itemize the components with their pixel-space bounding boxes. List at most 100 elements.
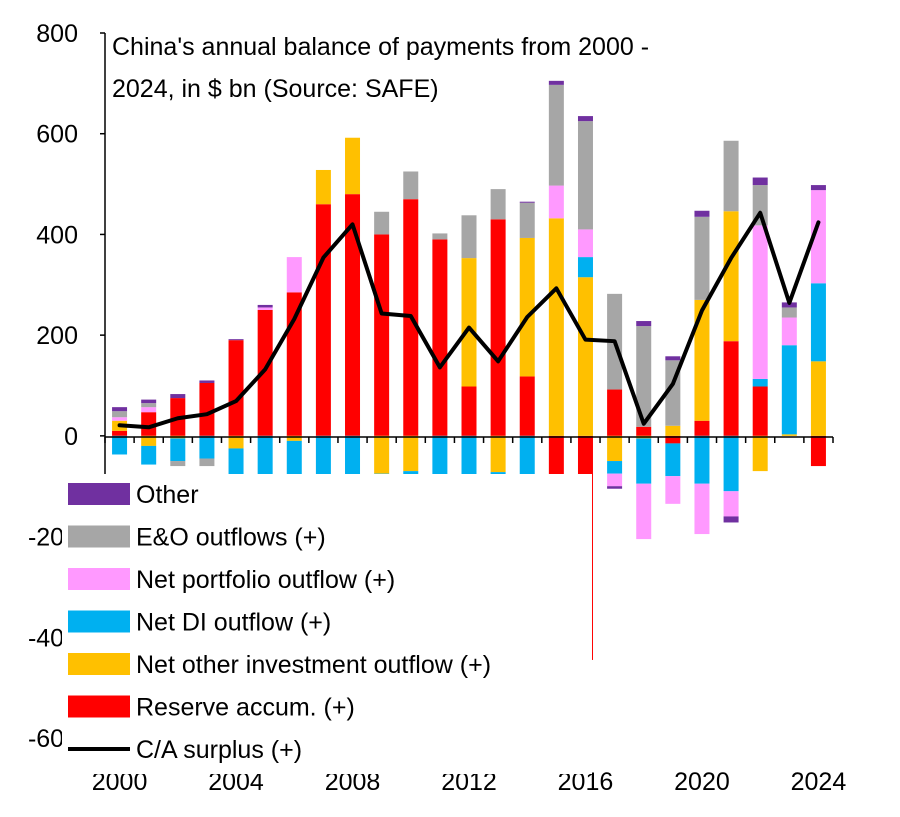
bar-net-other-investment-outflow-2014 bbox=[519, 237, 535, 377]
bar-other-2004 bbox=[228, 339, 244, 341]
bar-net-portfolio-outflow-2006 bbox=[286, 257, 302, 293]
bar-net-other-investment-outflow-2013 bbox=[490, 435, 506, 473]
bar-net-portfolio-outflow-2000 bbox=[112, 417, 128, 421]
bar-e-o-outflows-2018 bbox=[636, 326, 652, 427]
ca-surplus-line-layer bbox=[117, 210, 821, 430]
legend-label-e-o-outflows: E&O outflows (+) bbox=[136, 524, 326, 552]
bar-reserve-accum-2005 bbox=[257, 309, 273, 436]
bar-net-other-investment-outflow-2017 bbox=[607, 435, 623, 462]
bar-reserve-accum-2013 bbox=[490, 219, 506, 436]
chart-title-line-2: 2024, in $ bn (Source: SAFE) bbox=[112, 75, 439, 103]
chart-title-line-1: China's annual balance of payments from … bbox=[112, 33, 649, 61]
bar-net-portfolio-outflow-2022 bbox=[752, 225, 768, 379]
bar-other-2022 bbox=[752, 177, 768, 186]
x-tick-label: 2024 bbox=[791, 768, 847, 796]
bar-net-portfolio-outflow-2023 bbox=[781, 317, 797, 346]
bar-reserve-accum-2019 bbox=[665, 435, 681, 444]
legend-swatch-reserve-accum bbox=[68, 695, 130, 718]
bar-net-portfolio-outflow-2024 bbox=[810, 190, 826, 284]
bar-reserve-accum-2003 bbox=[199, 382, 215, 436]
bar-e-o-outflows-2013 bbox=[490, 189, 506, 220]
bar-net-di-outflow-2022 bbox=[752, 378, 768, 387]
bar-e-o-outflows-2001 bbox=[141, 403, 157, 408]
bar-other-2020 bbox=[694, 210, 710, 217]
bar-net-other-investment-outflow-2006 bbox=[286, 435, 302, 441]
bar-net-di-outflow-2001 bbox=[141, 445, 157, 465]
bar-reserve-accum-2012 bbox=[461, 386, 477, 436]
bar-reserve-accum-2024 bbox=[810, 435, 826, 467]
bar-other-2014 bbox=[519, 201, 535, 203]
bar-net-di-outflow-2003 bbox=[199, 435, 215, 459]
bar-net-portfolio-outflow-2016 bbox=[577, 229, 593, 258]
bar-reserve-accum-2007 bbox=[315, 204, 331, 436]
bar-reserve-accum-2020 bbox=[694, 420, 710, 436]
bar-net-other-investment-outflow-2001 bbox=[141, 435, 157, 446]
bar-net-portfolio-outflow-2001 bbox=[141, 407, 157, 413]
bar-net-other-investment-outflow-2016 bbox=[577, 277, 593, 436]
legend-label-other: Other bbox=[136, 481, 199, 509]
bar-other-2015 bbox=[548, 80, 564, 85]
legend-label-reserve-accum: Reserve accum. (+) bbox=[136, 694, 355, 722]
bar-other-2021 bbox=[723, 516, 739, 523]
bar-e-o-outflows-2015 bbox=[548, 84, 564, 186]
bar-other-2003 bbox=[199, 380, 215, 383]
bar-net-other-investment-outflow-2020 bbox=[694, 299, 710, 421]
bar-net-di-outflow-2024 bbox=[810, 283, 826, 362]
bar-net-other-investment-outflow-2021 bbox=[723, 211, 739, 342]
y-tick-label: 600 bbox=[36, 121, 78, 149]
bar-net-di-outflow-2019 bbox=[665, 443, 681, 477]
bar-e-o-outflows-2011 bbox=[432, 233, 448, 240]
bar-other-2024 bbox=[810, 185, 826, 191]
bar-reserve-accum-2008 bbox=[345, 194, 361, 436]
bar-e-o-outflows-2000 bbox=[112, 411, 128, 418]
x-tick-label: 2020 bbox=[674, 768, 730, 796]
legend-swatch-net-di-outflow bbox=[68, 610, 130, 633]
bar-net-other-investment-outflow-2010 bbox=[403, 435, 419, 472]
bar-net-other-investment-outflow-2023 bbox=[781, 434, 797, 436]
bar-net-other-investment-outflow-2024 bbox=[810, 361, 826, 436]
bar-e-o-outflows-2020 bbox=[694, 216, 710, 300]
bar-net-di-outflow-2002 bbox=[170, 438, 186, 462]
y-tick-label: 800 bbox=[36, 20, 78, 48]
bar-net-portfolio-outflow-2005 bbox=[257, 307, 273, 310]
legend-swatch-other bbox=[68, 483, 130, 505]
bar-reserve-accum-2011 bbox=[432, 239, 448, 436]
bar-net-di-outflow-2023 bbox=[781, 345, 797, 435]
bar-reserve-accum-2004 bbox=[228, 340, 244, 436]
bar-other-2017 bbox=[607, 486, 623, 489]
bar-e-o-outflows-2003 bbox=[199, 458, 215, 467]
legend-background bbox=[62, 474, 592, 774]
legend: Other E&O outflows (+) Net portfolio outfl… bbox=[62, 474, 592, 774]
bar-other-2023 bbox=[781, 302, 797, 308]
bar-other-2005 bbox=[257, 304, 273, 308]
bar-reserve-accum-2000 bbox=[112, 430, 128, 436]
bar-reserve-accum-2006 bbox=[286, 292, 302, 436]
bar-net-di-outflow-2004 bbox=[228, 448, 244, 479]
bar-reserve-accum-2014 bbox=[519, 376, 535, 436]
bar-net-other-investment-outflow-2009 bbox=[374, 435, 390, 474]
bar-net-portfolio-outflow-2017 bbox=[607, 473, 623, 487]
bar-net-portfolio-outflow-2021 bbox=[723, 491, 739, 517]
legend-swatch-net-portfolio-outflow bbox=[68, 568, 130, 590]
bar-other-2018 bbox=[636, 321, 652, 327]
bar-e-o-outflows-2016 bbox=[577, 121, 593, 230]
y-tick-label: 400 bbox=[36, 221, 78, 249]
bar-net-di-outflow-2008 bbox=[345, 435, 361, 487]
bar-net-di-outflow-2016 bbox=[577, 257, 593, 278]
bar-net-other-investment-outflow-2012 bbox=[461, 258, 477, 387]
bar-net-other-investment-outflow-2022 bbox=[752, 435, 768, 472]
bar-net-di-outflow-2020 bbox=[694, 435, 710, 484]
bar-net-di-outflow-2021 bbox=[723, 435, 739, 492]
bar-e-o-outflows-2014 bbox=[519, 202, 535, 238]
y-tick-label: 200 bbox=[36, 322, 78, 350]
bar-other-2001 bbox=[141, 399, 157, 404]
legend-label-net-portfolio-outflow: Net portfolio outflow (+) bbox=[136, 566, 395, 594]
bar-other-2019 bbox=[665, 356, 681, 361]
bar-other-2002 bbox=[170, 394, 186, 399]
bar-e-o-outflows-2009 bbox=[374, 211, 390, 235]
bar-net-other-investment-outflow-2007 bbox=[315, 169, 331, 205]
bar-net-portfolio-outflow-2015 bbox=[548, 185, 564, 219]
bar-other-2000 bbox=[112, 407, 128, 412]
bar-reserve-accum-2009 bbox=[374, 234, 390, 436]
